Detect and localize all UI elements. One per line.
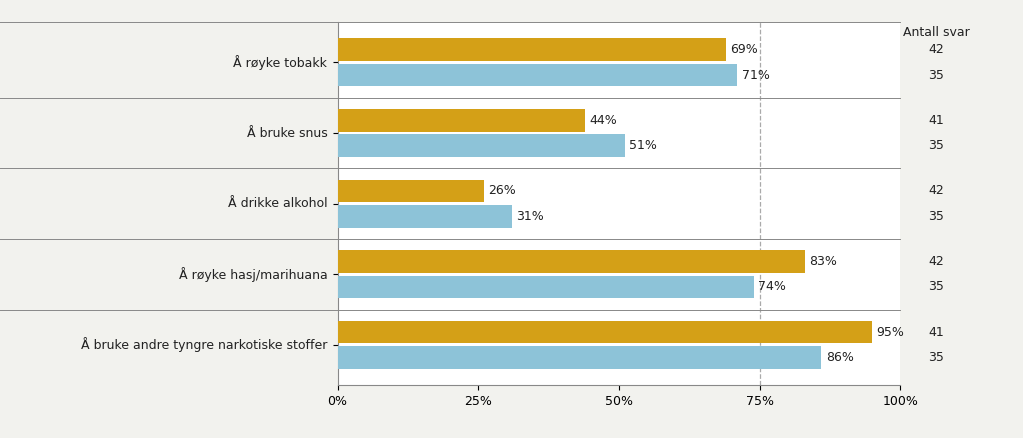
Text: 42: 42 bbox=[928, 184, 944, 198]
Text: Å drikke alkohol: Å drikke alkohol bbox=[228, 197, 327, 210]
Text: 42: 42 bbox=[928, 255, 944, 268]
Text: 95%: 95% bbox=[877, 326, 904, 339]
Text: Å bruke andre tyngre narkotiske stoffer: Å bruke andre tyngre narkotiske stoffer bbox=[81, 337, 327, 353]
Text: 31%: 31% bbox=[517, 210, 544, 223]
Bar bbox=[338, 134, 624, 157]
Text: 35: 35 bbox=[928, 139, 944, 152]
Text: Å bruke snus: Å bruke snus bbox=[247, 127, 327, 140]
Bar bbox=[338, 321, 872, 343]
Text: 71%: 71% bbox=[742, 69, 769, 81]
Text: 35: 35 bbox=[928, 280, 944, 293]
Bar bbox=[338, 276, 754, 298]
Bar bbox=[338, 39, 726, 61]
Text: Å røyke tobakk: Å røyke tobakk bbox=[233, 55, 327, 70]
Bar bbox=[338, 180, 484, 202]
Text: 26%: 26% bbox=[488, 184, 517, 198]
Text: 83%: 83% bbox=[809, 255, 837, 268]
Text: 35: 35 bbox=[928, 69, 944, 81]
Text: 74%: 74% bbox=[758, 280, 787, 293]
Bar bbox=[338, 64, 737, 86]
Text: 86%: 86% bbox=[826, 351, 854, 364]
Text: Å røyke hasj/marihuana: Å røyke hasj/marihuana bbox=[179, 267, 327, 282]
Bar bbox=[338, 205, 513, 228]
Text: 41: 41 bbox=[928, 326, 944, 339]
Text: Antall svar: Antall svar bbox=[902, 26, 970, 39]
Text: 69%: 69% bbox=[730, 43, 758, 56]
Bar bbox=[338, 346, 821, 369]
Text: 35: 35 bbox=[928, 351, 944, 364]
Text: 41: 41 bbox=[928, 114, 944, 127]
Text: 35: 35 bbox=[928, 210, 944, 223]
Bar bbox=[338, 250, 805, 273]
Bar bbox=[338, 109, 585, 132]
Text: 42: 42 bbox=[928, 43, 944, 56]
Text: 51%: 51% bbox=[629, 139, 657, 152]
Text: 44%: 44% bbox=[589, 114, 618, 127]
